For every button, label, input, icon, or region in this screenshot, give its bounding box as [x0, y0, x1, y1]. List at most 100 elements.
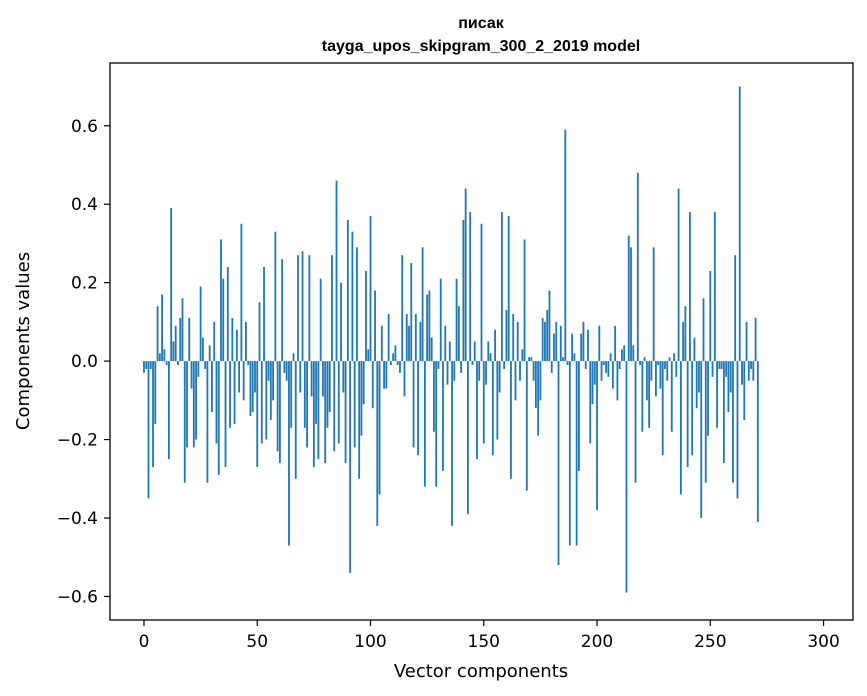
- bar-70: [301, 251, 304, 362]
- bar-23: [195, 361, 197, 440]
- bar-270: [754, 317, 757, 362]
- bar-112: [396, 361, 399, 366]
- bar-35: [222, 278, 225, 362]
- bar-89: [344, 361, 347, 464]
- bar-268: [750, 361, 752, 369]
- bar-31: [213, 321, 216, 362]
- bar-228: [659, 361, 662, 389]
- bar-150: [482, 361, 485, 444]
- bar-200: [596, 361, 598, 511]
- bar-123: [421, 247, 424, 362]
- bar-204: [605, 361, 607, 373]
- bar-179: [548, 290, 551, 362]
- bar-10: [165, 361, 168, 366]
- bar-269: [752, 361, 755, 381]
- bar-76: [315, 361, 318, 424]
- bar-9: [163, 349, 166, 362]
- bar-168: [523, 239, 526, 362]
- bar-243: [693, 337, 696, 362]
- bar-131: [439, 278, 442, 362]
- bar-196: [587, 329, 589, 362]
- bar-232: [668, 357, 671, 362]
- bar-91: [349, 361, 352, 573]
- bar-186: [564, 129, 567, 362]
- bar-203: [602, 361, 605, 366]
- bar-142: [464, 188, 467, 362]
- bar-241: [689, 212, 691, 362]
- bar-135: [448, 341, 451, 362]
- bar-215: [630, 247, 632, 362]
- bar-120: [414, 314, 417, 362]
- x-tick-label: 50: [246, 632, 268, 652]
- bar-153: [489, 353, 492, 362]
- bar-4: [152, 361, 154, 468]
- bar-41: [235, 329, 238, 362]
- bar-74: [310, 361, 313, 397]
- bar-208: [614, 325, 617, 362]
- bar-55: [267, 361, 270, 381]
- bar-series: [143, 86, 759, 593]
- bar-121: [417, 361, 419, 456]
- bar-82: [328, 361, 331, 413]
- bar-88: [342, 361, 345, 393]
- bar-61: [281, 259, 284, 362]
- bar-139: [457, 306, 460, 362]
- bar-205: [607, 361, 610, 377]
- bar-180: [550, 361, 553, 373]
- bar-233: [670, 361, 673, 432]
- bar-137: [453, 361, 456, 381]
- bar-87: [340, 282, 342, 362]
- bar-111: [394, 345, 397, 362]
- bar-192: [578, 361, 580, 471]
- bar-81: [326, 361, 329, 428]
- bar-119: [412, 361, 415, 448]
- bar-109: [389, 361, 392, 366]
- bar-147: [476, 361, 478, 460]
- bar-71: [303, 361, 306, 428]
- bar-157: [498, 361, 501, 393]
- bar-62: [283, 361, 286, 373]
- bar-178: [546, 310, 549, 362]
- bar-50: [256, 361, 259, 468]
- bar-107: [385, 361, 388, 389]
- bar-118: [410, 263, 413, 362]
- bar-64: [288, 361, 290, 546]
- bar-159: [503, 361, 506, 369]
- bar-246: [700, 361, 703, 519]
- bar-117: [408, 325, 410, 362]
- bar-94: [356, 247, 358, 362]
- y-tick-label: −0.4: [57, 509, 98, 529]
- bar-39: [231, 317, 234, 362]
- bar-209: [616, 361, 619, 401]
- chart-title-line-2: tayga_upos_skipgram_300_2_2019 model: [322, 38, 640, 55]
- bar-57: [272, 361, 274, 401]
- bar-11: [167, 361, 170, 460]
- bar-130: [437, 361, 440, 369]
- bar-202: [600, 361, 603, 381]
- bar-20: [188, 317, 191, 362]
- bar-210: [618, 361, 621, 369]
- bar-201: [598, 325, 601, 362]
- bar-182: [555, 321, 558, 362]
- bar-124: [423, 361, 426, 487]
- bar-213: [625, 361, 628, 593]
- bar-250: [709, 270, 712, 362]
- bar-28: [206, 361, 209, 483]
- bar-148: [478, 361, 481, 381]
- bar-247: [702, 298, 705, 362]
- bar-92: [351, 231, 354, 362]
- bar-261: [734, 255, 737, 362]
- bar-15: [177, 361, 179, 366]
- bar-116: [405, 314, 408, 362]
- bar-125: [426, 294, 429, 362]
- bar-140: [460, 361, 463, 373]
- bar-172: [532, 361, 535, 381]
- bar-40: [233, 361, 236, 424]
- bar-68: [297, 255, 299, 362]
- bar-264: [741, 361, 743, 385]
- bar-54: [265, 361, 268, 440]
- bar-156: [496, 361, 499, 440]
- bar-236: [677, 188, 680, 362]
- bar-223: [648, 361, 651, 428]
- bar-260: [732, 361, 734, 483]
